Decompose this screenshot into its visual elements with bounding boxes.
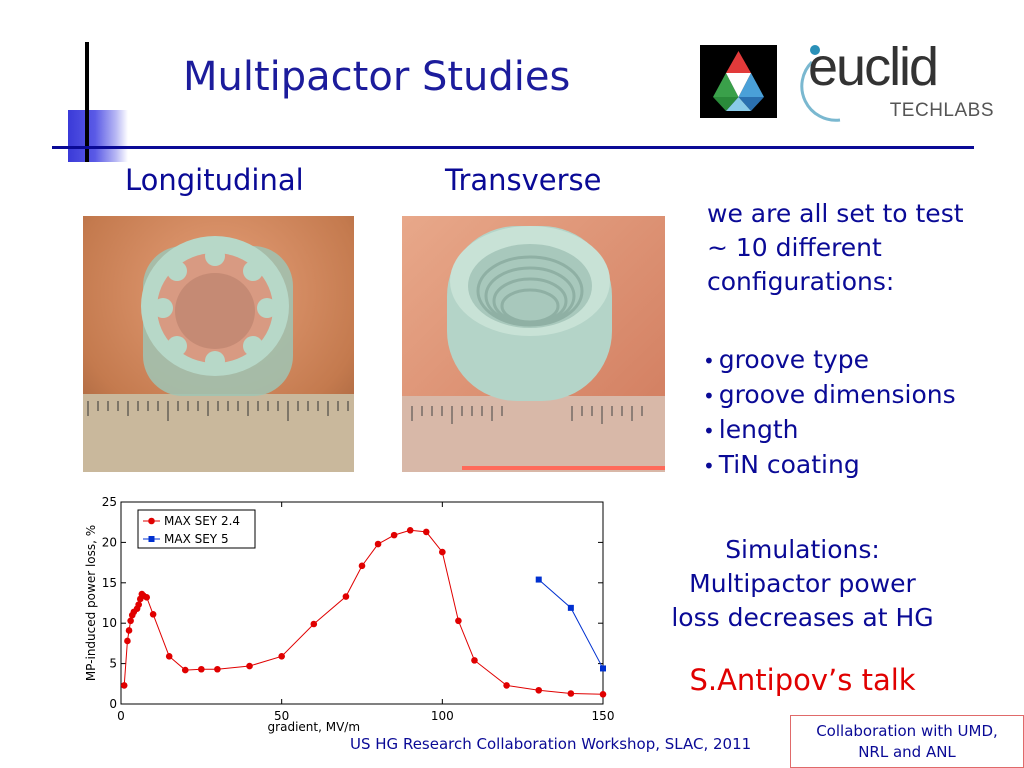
data-point: [135, 601, 142, 608]
data-point: [214, 665, 221, 673]
y-tick-label: 20: [102, 535, 117, 549]
footer-text: US HG Research Collaboration Workshop, S…: [350, 735, 752, 753]
x-tick-label: 150: [592, 709, 615, 723]
data-point: [120, 682, 128, 689]
title-decoration-square: [68, 110, 128, 162]
data-point: [149, 611, 157, 618]
legend-box: [137, 509, 256, 549]
legend-label: MAX SEY 5: [164, 532, 229, 546]
power-loss-chart: 0 5 10 15 20 25 0 50 100 150 MP-induced power lo…: [78, 495, 618, 735]
simulations-line: Multipactor power: [689, 569, 916, 598]
data-point: [278, 653, 285, 660]
data-point: [390, 531, 398, 539]
collaboration-line: Collaboration with UMD,: [816, 722, 998, 740]
simulations-note: Simulations: Multipactor power loss decr…: [660, 533, 945, 635]
data-point: [181, 666, 189, 674]
legend-marker: [148, 517, 155, 525]
data-point: [310, 620, 318, 628]
data-point: [125, 627, 133, 634]
plot-frame: [120, 501, 604, 705]
simulations-line: Simulations:: [725, 535, 880, 564]
transverse-grooves-photo: [402, 216, 665, 472]
legend-label: MAX SEY 2.4: [164, 514, 240, 528]
simulations-line: loss decreases at HG: [671, 603, 934, 632]
photo-label-transverse: Transverse: [445, 163, 602, 197]
data-point: [374, 540, 382, 548]
intro-line: we are all set to test: [707, 199, 964, 228]
data-point: [406, 526, 414, 534]
techlabs-wordmark: TECHLABS: [889, 100, 994, 121]
bullet-icon: •: [703, 419, 715, 443]
data-point: [599, 691, 607, 698]
y-tick-label: 15: [102, 576, 117, 590]
slide-title: Multipactor Studies: [183, 54, 571, 100]
data-point: [127, 617, 134, 625]
intro-line: ~ 10 different: [707, 233, 882, 262]
x-axis-label: gradient, MV/m: [268, 720, 360, 734]
data-point: [503, 682, 510, 689]
configuration-list: • groove type • groove dimensions • length …: [703, 343, 1003, 483]
y-tick-label: 5: [109, 657, 117, 671]
list-item: • groove dimensions: [703, 380, 956, 409]
data-point: [535, 686, 543, 694]
x-tick-label: 50: [274, 709, 289, 723]
chart-svg: 0 5 10 15 20 25 0 50 100 150 MP-induced power lo…: [84, 495, 615, 734]
y-tick-label: 0: [109, 697, 117, 711]
bullet-icon: •: [703, 384, 715, 408]
data-point: [422, 528, 430, 536]
data-point: [342, 593, 350, 600]
legend-marker: [148, 536, 155, 542]
bullet-icon: •: [703, 349, 715, 373]
data-point: [567, 604, 574, 611]
photo-label-longitudinal: Longitudinal: [125, 163, 304, 197]
list-item: • length: [703, 415, 799, 444]
series-line: [538, 579, 604, 669]
data-point: [143, 594, 151, 601]
data-point: [246, 662, 253, 670]
data-point: [567, 690, 575, 697]
collaboration-box: Collaboration with UMD, NRL and ANL: [790, 715, 1024, 768]
argonne-triangle-logo: [700, 45, 777, 118]
data-point: [439, 548, 446, 556]
intro-text: we are all set to test ~ 10 different co…: [707, 197, 1007, 299]
data-point: [455, 617, 462, 625]
data-point: [600, 665, 606, 672]
talk-reference: S.Antipov’s talk: [689, 663, 916, 697]
data-point: [165, 653, 173, 660]
list-item: • TiN coating: [703, 450, 860, 479]
data-point: [358, 562, 366, 570]
y-tick-label: 25: [102, 495, 117, 509]
bullet-icon: •: [703, 454, 715, 478]
x-tick-label: 100: [431, 709, 454, 723]
x-tick-label: 0: [117, 709, 125, 723]
intro-line: configurations:: [707, 267, 895, 296]
series-line: [123, 529, 604, 695]
y-axis-label: MP-induced power loss, %: [84, 525, 98, 681]
y-tick-label: 10: [102, 616, 117, 630]
data-point: [535, 576, 542, 583]
data-point: [471, 657, 478, 664]
euclid-techlabs-logo: euclid TECHLABS: [800, 37, 1000, 124]
longitudinal-grooves-photo: [83, 216, 354, 472]
collaboration-line: NRL and ANL: [858, 743, 956, 761]
data-point: [198, 665, 205, 673]
data-point: [124, 637, 131, 645]
list-item: • groove type: [703, 345, 869, 374]
title-decoration-line: [85, 42, 89, 162]
title-underline: [52, 146, 974, 149]
chart-legend: MAX SEY 2.4 MAX SEY 5: [137, 509, 256, 549]
euclid-wordmark: euclid: [808, 37, 939, 97]
